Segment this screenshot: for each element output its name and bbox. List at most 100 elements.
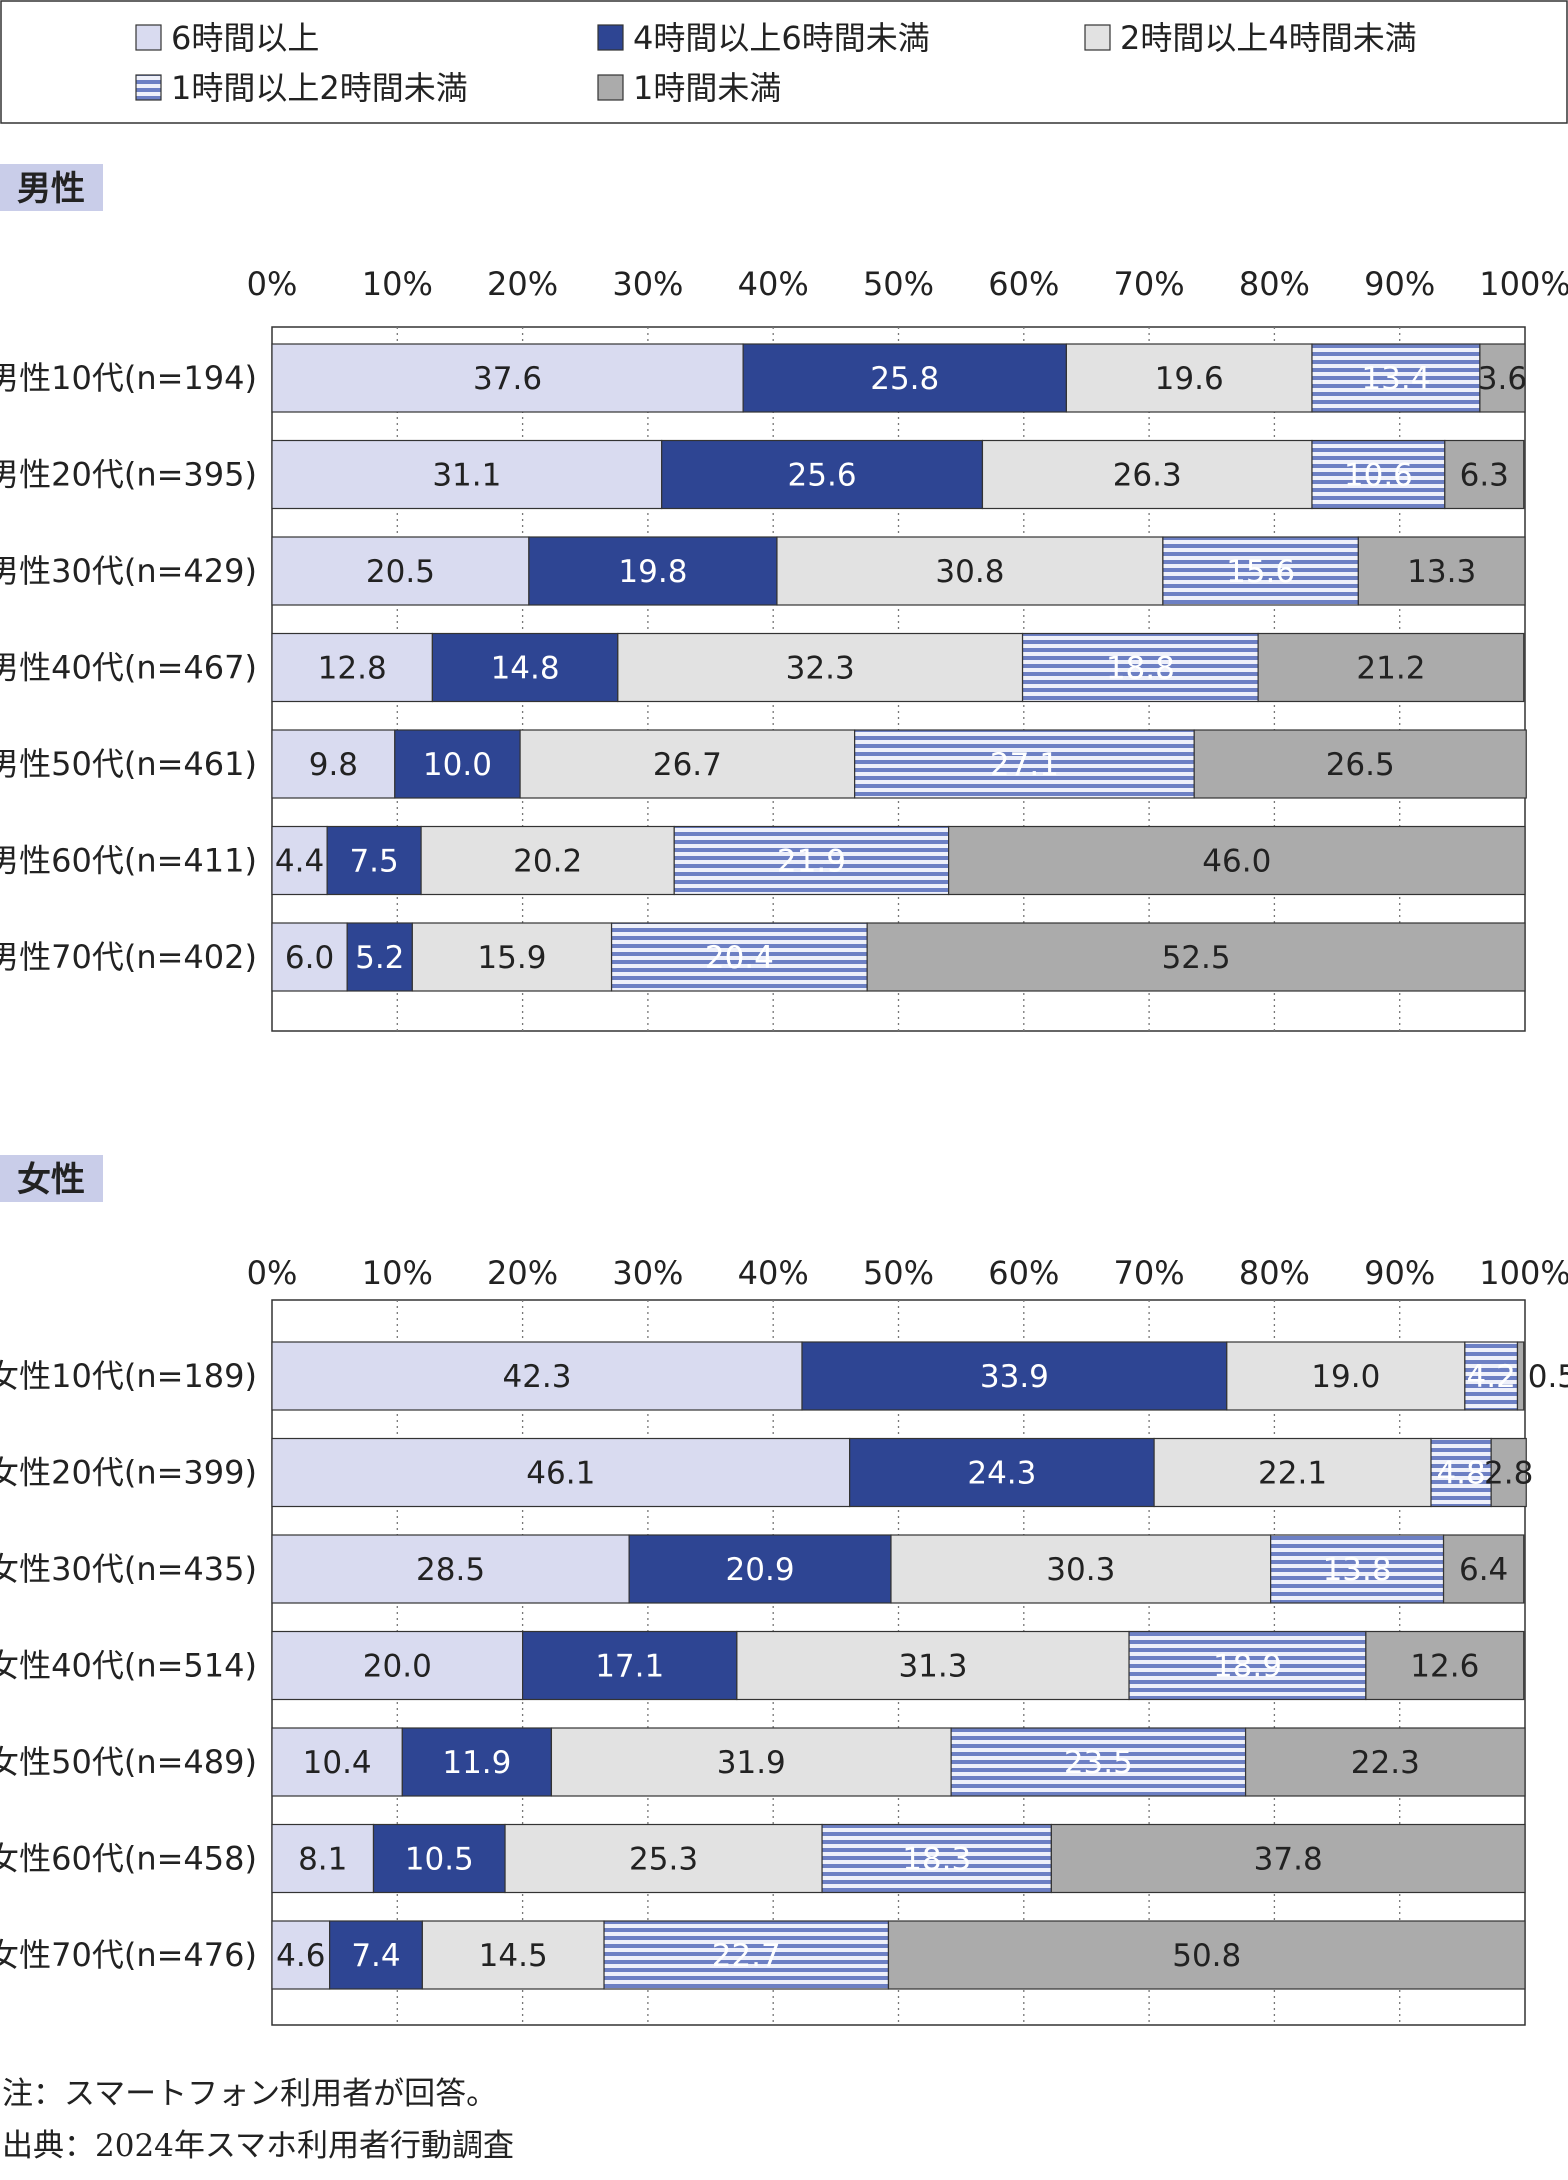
bar-segment-series-5 [887, 1920, 1526, 1990]
category-label: 男性50代(n=461) [0, 745, 257, 783]
section-heading-bg [0, 164, 103, 211]
bar-row-7: 男性70代(n=402) 6.0 5.2 15.9 20.4 52.5 [0, 922, 1526, 992]
category-label: 女性50代(n=489) [0, 1743, 257, 1781]
data-label: 18.8 [1106, 651, 1175, 687]
x-tick-label: 80% [1239, 1254, 1310, 1292]
data-label: 37.8 [1254, 1842, 1323, 1878]
source-notes: 注：スマートフォン利用者が回答。 出典：2024年スマホ利用者行動調査 [2, 2068, 514, 2172]
bar-segment-series-1 [271, 1920, 331, 1990]
data-label: 6.3 [1460, 458, 1509, 494]
data-label: 21.2 [1356, 651, 1425, 687]
category-label: 男性20代(n=395) [0, 456, 257, 494]
bar-segment-series-2 [394, 729, 521, 799]
legend-item-2: 4時間以上6時間未満 [597, 19, 930, 57]
bar-segment-series-3 [421, 1920, 605, 1990]
legend-label: 2時間以上4時間未満 [1120, 19, 1417, 57]
bar-segment-series-2 [628, 1534, 892, 1604]
bar-segment-series-3 [890, 1534, 1272, 1604]
bar-row-6: 男性60代(n=411) 4.4 7.5 20.2 21.9 46.0 [0, 825, 1526, 896]
data-label: 8.1 [298, 1842, 347, 1878]
legend-item-4: 1時間以上2時間未満 [135, 69, 468, 107]
bar-segment-series-4 [673, 825, 950, 896]
x-tick-label: 80% [1239, 265, 1310, 303]
legend-swatch [597, 24, 624, 51]
section-heading-bg [0, 1155, 103, 1202]
legend-swatch [1084, 24, 1111, 51]
data-label: 9.8 [309, 747, 358, 783]
data-label: 15.9 [477, 940, 546, 976]
data-label: 27.1 [990, 747, 1059, 783]
bar-segment-series-5 [1244, 1727, 1526, 1797]
bar-segment-series-3 [519, 729, 856, 799]
data-label: 17.1 [595, 1649, 664, 1685]
bar-segment-series-3 [736, 1630, 1130, 1701]
bar-segment-series-4 [1270, 1534, 1445, 1604]
category-label: 男性60代(n=411) [0, 842, 257, 880]
legend-swatch [135, 74, 162, 101]
data-label: 4.8 [1436, 1456, 1485, 1492]
data-label: 25.6 [788, 458, 857, 494]
data-label: 37.6 [473, 361, 542, 397]
data-label: 4.6 [276, 1938, 325, 1974]
data-label: 20.5 [366, 554, 435, 590]
legend-frame [0, 0, 1568, 124]
data-label: 13.3 [1407, 554, 1476, 590]
x-tick-label: 90% [1364, 1254, 1435, 1292]
data-label: 21.9 [777, 844, 846, 880]
bar-segment-series-5 [1357, 536, 1526, 606]
legend-label: 1時間未満 [633, 69, 781, 107]
data-label: 20.0 [363, 1649, 432, 1685]
legend: 6時間以上 4時間以上6時間未満 2時間以上4時間未満 1時間以上2時間未満 1時間未満 [0, 0, 1568, 124]
bar-segment-series-1 [271, 1437, 851, 1508]
x-tick-label: 40% [738, 265, 809, 303]
data-label: 12.8 [318, 651, 387, 687]
data-label: 25.8 [870, 361, 939, 397]
data-label: 12.6 [1410, 1649, 1479, 1685]
data-label: 22.7 [712, 1938, 781, 1974]
bar-segment-series-3 [776, 536, 1164, 606]
category-label: 女性10代(n=189) [0, 1357, 257, 1395]
x-tick-label: 70% [1114, 265, 1185, 303]
bar-segment-series-3 [617, 632, 1024, 703]
data-label: 4.2 [1467, 1359, 1516, 1395]
data-label: 25.3 [629, 1842, 698, 1878]
chart-panel-1: 男性 0% 10% 20% 30% 40% 50% 60% 70% 80% 90% 100% 男性10代… [0, 164, 1568, 1032]
x-tick-label: 20% [487, 265, 558, 303]
bar-segment-series-5 [1479, 343, 1526, 413]
data-label: 19.0 [1311, 1359, 1380, 1395]
bar-segment-series-1 [271, 439, 663, 510]
data-label: 19.8 [618, 554, 687, 590]
x-tick-label: 10% [362, 265, 433, 303]
bar-segment-series-1 [271, 825, 328, 896]
data-label: 20.4 [705, 940, 774, 976]
bar-segment-series-5 [866, 922, 1526, 992]
data-label: 26.3 [1113, 458, 1182, 494]
bar-segment-series-5 [1050, 1823, 1526, 1894]
chart-panel-2: 女性 0% 10% 20% 30% 40% 50% 60% 70% 80% 90% 100% 女性10代… [0, 1155, 1568, 2026]
bar-segment-series-5 [1193, 729, 1527, 799]
stacked-bar-chart: 6時間以上 4時間以上6時間未満 2時間以上4時間未満 1時間以上2時間未満 1時間未満… [0, 0, 1568, 2026]
bar-segment-series-1 [271, 1534, 630, 1604]
data-label: 14.5 [479, 1938, 548, 1974]
legend-swatch [135, 24, 162, 51]
bar-segment-series-2 [742, 343, 1068, 413]
data-label: 28.5 [416, 1552, 485, 1588]
bar-segment-series-2 [401, 1727, 553, 1797]
data-label: 32.3 [786, 651, 855, 687]
bar-segment-series-5 [1257, 632, 1525, 703]
bar-segment-series-3 [420, 825, 675, 896]
bar-segment-series-1 [271, 1630, 524, 1701]
bar-segment-series-5 [1442, 1534, 1525, 1604]
legend-swatch [597, 74, 624, 101]
x-tick-label: 0% [247, 265, 298, 303]
bar-segment-series-2 [801, 1341, 1228, 1411]
bar-segment-series-4 [821, 1823, 1052, 1894]
bar-segment-series-3 [1226, 1341, 1466, 1411]
data-label: 20.9 [726, 1552, 795, 1588]
data-label: 13.4 [1361, 361, 1430, 397]
data-label: 31.1 [432, 458, 501, 494]
bar-segment-series-4 [1162, 536, 1359, 606]
note-text: 注：スマートフォン利用者が回答。 [2, 2076, 498, 2112]
bar-segment-series-4 [1430, 1437, 1492, 1508]
bar-segment-series-5 [1516, 1341, 1525, 1411]
